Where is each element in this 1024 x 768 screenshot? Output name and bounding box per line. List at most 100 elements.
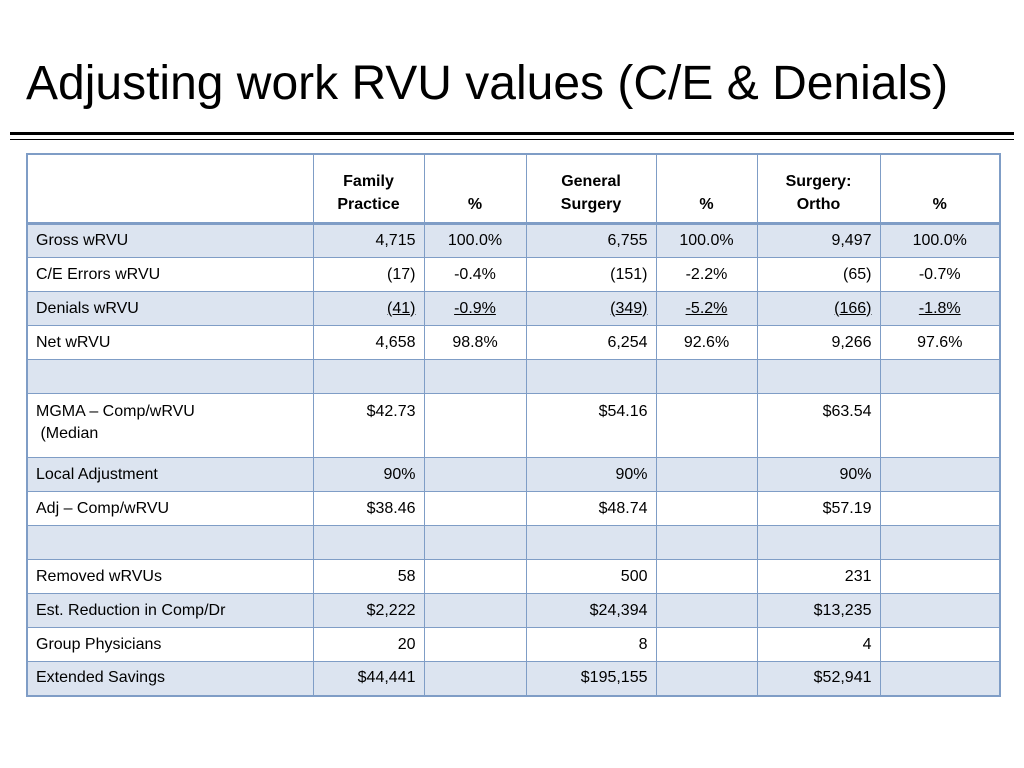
row-label: Gross wRVU: [26, 223, 314, 258]
empty-cell: [655, 359, 758, 394]
cell-family-practice: 4,715: [312, 223, 425, 258]
empty-cell: [655, 457, 758, 492]
header-text: Surgery:: [785, 173, 852, 190]
row-label: Denials wRVU: [26, 291, 314, 326]
empty-cell: [879, 525, 1001, 560]
empty-cell: [312, 359, 425, 394]
row-label-line: MGMA – Comp/wRVU: [36, 403, 195, 420]
cell-surgery-ortho: 231: [756, 559, 881, 594]
cell-pct-general-surgery: 92.6%: [655, 325, 758, 360]
cell-general-surgery: (349): [525, 291, 657, 326]
title-divider-thick: [10, 132, 1014, 135]
empty-cell: [423, 525, 527, 560]
cell-pct-family-practice: -0.9%: [423, 291, 527, 326]
row-label: Group Physicians: [26, 627, 314, 662]
empty-cell: [423, 627, 527, 662]
table-row-spacer: [26, 359, 1001, 394]
cell-surgery-ortho: (166): [756, 291, 881, 326]
cell-surgery-ortho: $13,235: [756, 593, 881, 628]
header-pct-surgery-ortho: %: [879, 153, 1001, 225]
row-label: Removed wRVUs: [26, 559, 314, 594]
header-text: General: [561, 173, 621, 190]
empty-cell: [879, 457, 1001, 492]
cell-value: (41): [387, 299, 416, 317]
table-row-denials: Denials wRVU (41) -0.9% (349) -5.2% (166…: [26, 291, 1001, 326]
cell-family-practice: 4,658: [312, 325, 425, 360]
empty-cell: [423, 559, 527, 594]
slide-title: Adjusting work RVU values (C/E & Denials…: [26, 57, 949, 110]
cell-pct-family-practice: 98.8%: [423, 325, 527, 360]
empty-cell: [879, 559, 1001, 594]
empty-cell: [423, 661, 527, 696]
header-text: Ortho: [796, 196, 841, 213]
cell-general-surgery: $48.74: [525, 491, 657, 526]
empty-cell: [525, 525, 657, 560]
cell-surgery-ortho: 90%: [756, 457, 881, 492]
empty-cell: [312, 525, 425, 560]
title-divider-thin: [10, 139, 1014, 140]
empty-cell: [423, 491, 527, 526]
empty-cell: [879, 661, 1001, 696]
header-pct-general-surgery: %: [655, 153, 758, 225]
cell-family-practice: $42.73: [312, 393, 425, 458]
cell-pct-family-practice: -0.4%: [423, 257, 527, 292]
row-label: Extended Savings: [26, 661, 314, 696]
cell-value: (349): [610, 299, 648, 317]
cell-general-surgery: $54.16: [525, 393, 657, 458]
empty-cell: [655, 525, 758, 560]
empty-cell: [423, 393, 527, 458]
empty-cell: [26, 525, 314, 560]
row-label: C/E Errors wRVU: [26, 257, 314, 292]
cell-family-practice: $38.46: [312, 491, 425, 526]
row-label: Local Adjustment: [26, 457, 314, 492]
table-row-ce-errors: C/E Errors wRVU (17) -0.4% (151) -2.2% (…: [26, 257, 1001, 292]
cell-general-surgery: (151): [525, 257, 657, 292]
empty-cell: [655, 593, 758, 628]
cell-surgery-ortho: $52,941: [756, 661, 881, 696]
header-text: Practice: [337, 196, 400, 213]
empty-cell: [423, 593, 527, 628]
cell-general-surgery: 6,254: [525, 325, 657, 360]
table-row-spacer: [26, 525, 1001, 560]
cell-surgery-ortho: 4: [756, 627, 881, 662]
empty-cell: [423, 457, 527, 492]
header-text: Family: [343, 173, 394, 190]
empty-cell: [879, 627, 1001, 662]
table-row-net-wrvu: Net wRVU 4,658 98.8% 6,254 92.6% 9,266 9…: [26, 325, 1001, 360]
row-label-line: (Median: [36, 425, 99, 442]
empty-cell: [879, 593, 1001, 628]
cell-surgery-ortho: $63.54: [756, 393, 881, 458]
row-label: Net wRVU: [26, 325, 314, 360]
cell-surgery-ortho: $57.19: [756, 491, 881, 526]
cell-general-surgery: $195,155: [525, 661, 657, 696]
empty-cell: [525, 359, 657, 394]
header-surgery-ortho: Surgery: Ortho: [756, 153, 881, 225]
cell-general-surgery: 8: [525, 627, 657, 662]
empty-cell: [26, 359, 314, 394]
table-row-gross-wrvu: Gross wRVU 4,715 100.0% 6,755 100.0% 9,4…: [26, 223, 1001, 258]
cell-surgery-ortho: (65): [756, 257, 881, 292]
table-row-est-reduction: Est. Reduction in Comp/Dr $2,222 $24,394…: [26, 593, 1001, 628]
table-row-group-physicians: Group Physicians 20 8 4: [26, 627, 1001, 662]
cell-family-practice: $2,222: [312, 593, 425, 628]
empty-cell: [879, 491, 1001, 526]
header-text: Surgery: [560, 196, 622, 213]
cell-pct-surgery-ortho: -1.8%: [879, 291, 1001, 326]
header-pct-family-practice: %: [423, 153, 527, 225]
cell-value: -5.2%: [685, 299, 728, 317]
cell-family-practice: (41): [312, 291, 425, 326]
cell-pct-family-practice: 100.0%: [423, 223, 527, 258]
empty-cell: [756, 359, 881, 394]
table-row-mgma: MGMA – Comp/wRVU (Median $42.73 $54.16 $…: [26, 393, 1001, 458]
empty-cell: [879, 359, 1001, 394]
header-family-practice: Family Practice: [312, 153, 425, 225]
empty-cell: [655, 393, 758, 458]
empty-cell: [655, 627, 758, 662]
row-label: Adj – Comp/wRVU: [26, 491, 314, 526]
table-row-adj-comp: Adj – Comp/wRVU $38.46 $48.74 $57.19: [26, 491, 1001, 526]
table-row-extended-savings: Extended Savings $44,441 $195,155 $52,94…: [26, 661, 1001, 696]
cell-surgery-ortho: 9,266: [756, 325, 881, 360]
table-row-local-adjustment: Local Adjustment 90% 90% 90%: [26, 457, 1001, 492]
cell-surgery-ortho: 9,497: [756, 223, 881, 258]
cell-pct-surgery-ortho: 100.0%: [879, 223, 1001, 258]
